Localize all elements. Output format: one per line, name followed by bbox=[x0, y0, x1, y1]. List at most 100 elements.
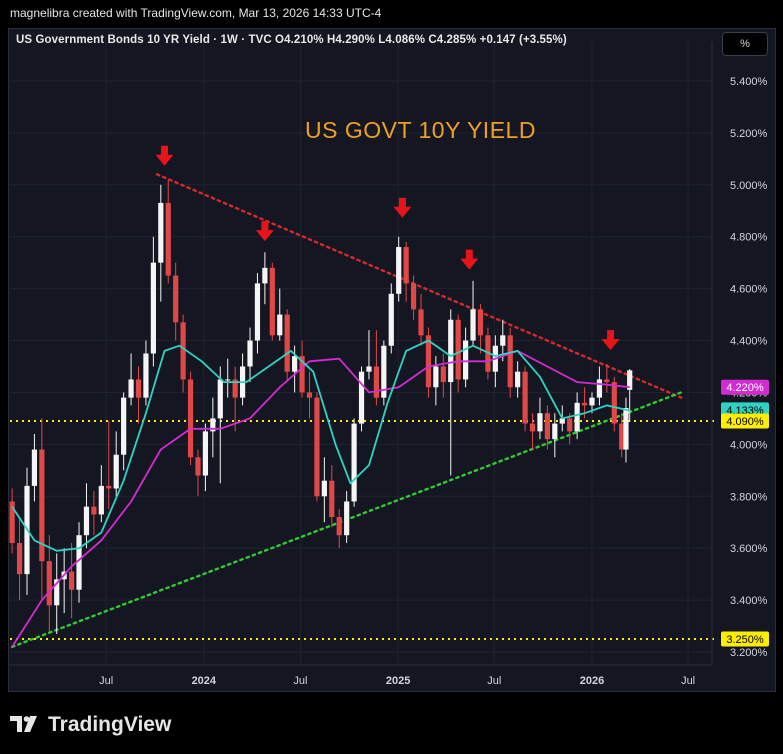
candle-body bbox=[173, 275, 179, 323]
candle-body bbox=[306, 392, 313, 398]
down-arrow-icon[interactable] bbox=[393, 197, 412, 218]
candle bbox=[358, 366, 365, 432]
candle-body bbox=[31, 449, 38, 486]
y-tick-label: 4.800% bbox=[730, 232, 768, 244]
candle bbox=[195, 449, 201, 497]
candle bbox=[158, 184, 164, 302]
candle-body bbox=[16, 542, 23, 575]
chart-created-by: magnelibra created with TradingView.com,… bbox=[10, 6, 382, 20]
candle bbox=[373, 330, 379, 406]
candle-body bbox=[329, 480, 335, 518]
candle bbox=[239, 353, 246, 406]
chart-panel[interactable] bbox=[8, 28, 776, 692]
candle-body bbox=[507, 335, 513, 388]
down-arrow-icon[interactable] bbox=[460, 249, 479, 270]
candle-body bbox=[83, 506, 90, 536]
candle bbox=[433, 356, 439, 406]
candle-body bbox=[463, 340, 469, 380]
candle-body bbox=[455, 319, 461, 380]
candle bbox=[106, 420, 112, 510]
candle bbox=[299, 340, 305, 398]
candle bbox=[627, 369, 633, 423]
candle-body bbox=[277, 314, 283, 336]
candle-body bbox=[410, 283, 417, 310]
candle-body bbox=[217, 379, 223, 419]
candle-body bbox=[552, 423, 558, 440]
candle bbox=[396, 236, 402, 302]
candle-body bbox=[46, 561, 52, 606]
candle bbox=[418, 293, 424, 346]
candle bbox=[448, 309, 454, 476]
candle bbox=[567, 413, 573, 445]
candle bbox=[254, 273, 261, 354]
candle bbox=[515, 361, 521, 398]
candle bbox=[76, 522, 82, 603]
candle bbox=[619, 413, 625, 458]
tradingview-brand-text: TradingView bbox=[48, 713, 172, 736]
candle bbox=[68, 542, 75, 619]
candle bbox=[463, 327, 469, 388]
candle-body bbox=[269, 267, 275, 336]
candle bbox=[329, 465, 335, 528]
slow-moving-average-line bbox=[11, 349, 630, 648]
candle-body bbox=[500, 335, 506, 346]
candle bbox=[128, 353, 134, 406]
down-arrow-icon[interactable] bbox=[155, 145, 174, 166]
moving-averages bbox=[11, 339, 630, 648]
candle-body bbox=[336, 517, 342, 536]
candle-body bbox=[113, 454, 119, 489]
y-axis: 5.400%5.200%5.000%4.800%4.600%4.400%4.20… bbox=[711, 42, 768, 665]
candle-body bbox=[180, 322, 186, 380]
candle bbox=[31, 433, 38, 502]
x-axis: Jul 2024 Jul 2025 Jul 2026 Jul bbox=[10, 664, 712, 687]
candle-body bbox=[247, 340, 253, 367]
candle-body bbox=[121, 397, 127, 455]
candle-body bbox=[299, 356, 305, 393]
candle-body bbox=[581, 402, 588, 406]
candle bbox=[306, 371, 313, 419]
candle-body bbox=[225, 379, 231, 381]
candle bbox=[492, 335, 498, 388]
candle-body bbox=[381, 345, 387, 398]
candle-body bbox=[39, 449, 45, 562]
candle bbox=[61, 548, 67, 614]
price-label-text: 3.250% bbox=[726, 634, 764, 646]
x-tick-label: Jul bbox=[487, 675, 501, 687]
candle-body bbox=[344, 501, 350, 536]
candle-body bbox=[150, 262, 156, 354]
candle bbox=[604, 363, 610, 393]
chart-annotation-title: US GOVT 10Y YIELD bbox=[305, 117, 536, 143]
candle bbox=[388, 283, 394, 354]
candle bbox=[143, 340, 149, 406]
candle bbox=[135, 366, 142, 424]
candle-body bbox=[254, 283, 261, 341]
price-labels: 4.220%4.133%4.090%3.250% bbox=[721, 379, 769, 647]
candle-body bbox=[9, 501, 15, 543]
tradingview-footer[interactable]: TradingView bbox=[10, 710, 171, 740]
candle bbox=[623, 397, 629, 463]
candle bbox=[165, 179, 171, 284]
candle-body bbox=[470, 309, 476, 341]
price-label-tag bbox=[721, 379, 769, 395]
candle-body bbox=[314, 397, 320, 497]
candle bbox=[187, 371, 194, 466]
candle-body bbox=[128, 379, 134, 398]
candle bbox=[284, 309, 290, 380]
candle-body bbox=[76, 535, 82, 590]
y-tick-label: 4.600% bbox=[730, 284, 768, 296]
price-label-text: 4.090% bbox=[726, 416, 764, 428]
candle bbox=[440, 353, 446, 398]
price-label-tag bbox=[721, 413, 769, 429]
candle bbox=[150, 236, 156, 367]
percent-scale-button[interactable]: % bbox=[722, 32, 768, 56]
candle-body bbox=[321, 480, 327, 497]
candle-body bbox=[210, 418, 216, 432]
down-arrow-icon[interactable] bbox=[601, 330, 620, 351]
candle-body bbox=[91, 506, 97, 515]
resistance-trendline[interactable] bbox=[155, 173, 683, 399]
horizontal-levels bbox=[10, 419, 714, 641]
down-arrow-icon[interactable] bbox=[255, 221, 274, 242]
candle-body bbox=[537, 413, 543, 432]
y-tick-label: 4.400% bbox=[730, 336, 768, 348]
